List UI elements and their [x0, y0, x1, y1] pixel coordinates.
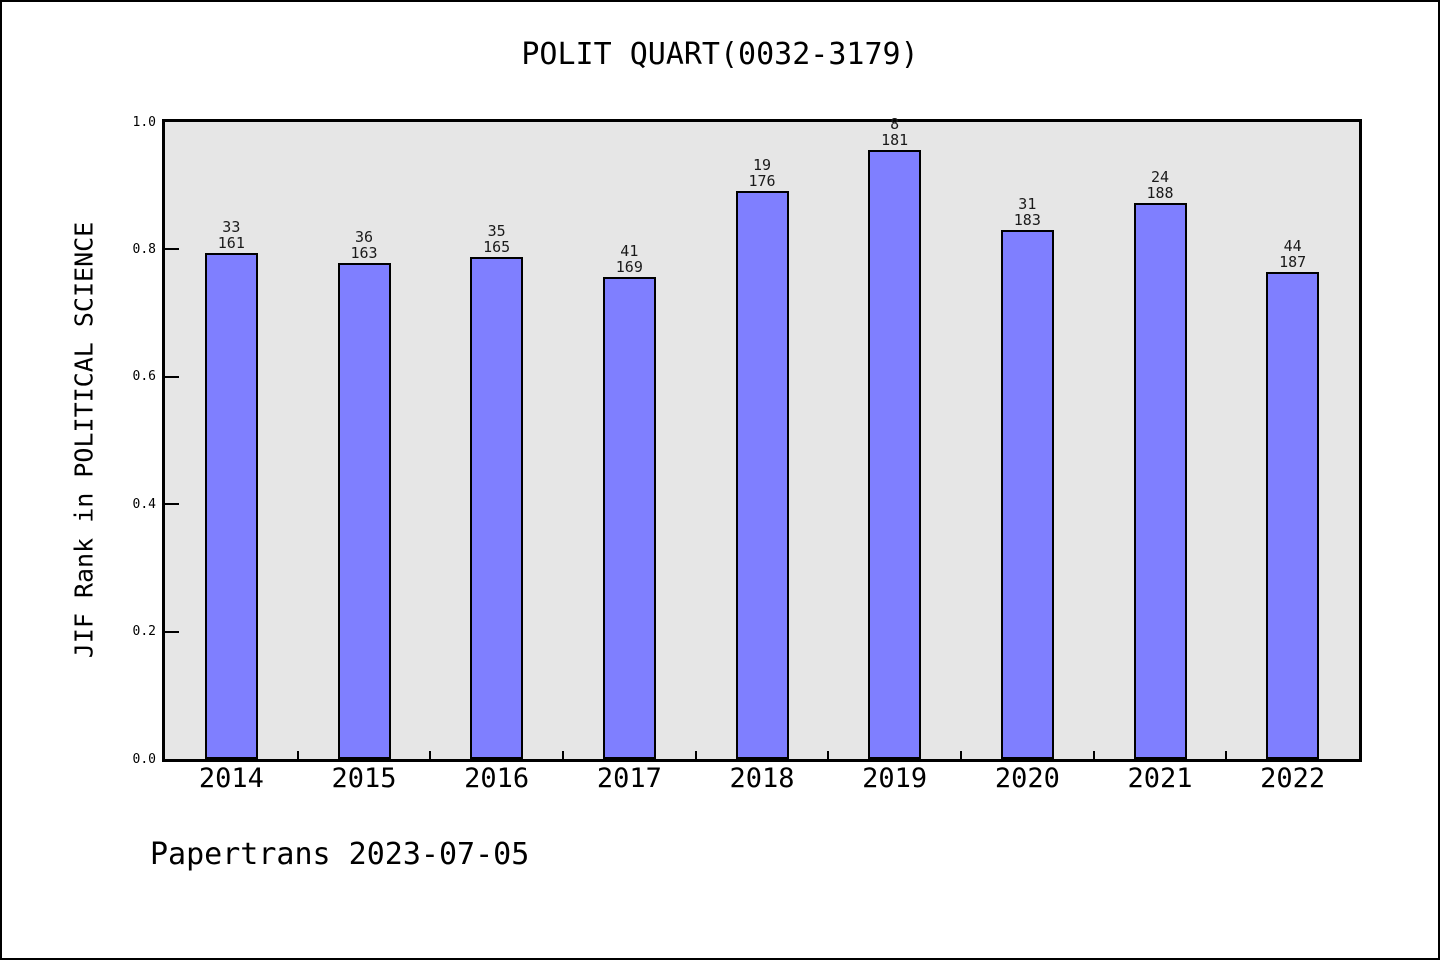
x-minor-tick	[429, 751, 432, 759]
y-axis-label: JIF Rank in POLITICAL SCIENCE	[69, 221, 99, 659]
bar-label-2022: 44 187	[1279, 236, 1307, 271]
y-tick-label-0.8: 0.8	[132, 241, 156, 257]
bar-2020	[1000, 229, 1054, 759]
x-tick-label-2019: 2019	[862, 763, 928, 794]
bar-2017	[602, 276, 656, 759]
bar-label-2021: 24 188	[1146, 168, 1174, 203]
bar-2019	[868, 150, 922, 759]
y-tick-label-1.0: 1.0	[132, 114, 156, 130]
y-tick-label-0.2: 0.2	[132, 624, 156, 640]
bar-label-2019: 8 181	[881, 115, 909, 150]
bar-2015	[337, 262, 391, 759]
x-minor-tick	[827, 751, 830, 759]
x-minor-tick	[694, 751, 697, 759]
x-tick-label-2016: 2016	[464, 763, 530, 794]
y-major-tick	[165, 503, 179, 506]
x-tick-label-2021: 2021	[1127, 763, 1193, 794]
bar-label-2016: 35 165	[483, 222, 511, 257]
x-minor-tick	[1225, 751, 1228, 759]
bar-2021	[1133, 203, 1187, 759]
x-tick-label-2014: 2014	[198, 763, 264, 794]
bar-2018	[735, 190, 789, 759]
bar-label-2018: 19 176	[748, 155, 776, 190]
bar-2022	[1266, 271, 1320, 759]
x-minor-tick	[960, 751, 962, 759]
x-minor-tick	[562, 751, 564, 759]
x-tick-label-2018: 2018	[729, 763, 795, 794]
x-minor-tick	[1092, 751, 1095, 759]
y-major-tick	[165, 630, 179, 633]
x-tick-label-2020: 2020	[994, 763, 1060, 794]
chart-title: POLIT QUART(0032-3179)	[521, 37, 919, 72]
x-minor-tick	[296, 751, 299, 759]
y-tick-label-0.4: 0.4	[132, 496, 156, 512]
bar-2014	[204, 252, 258, 759]
x-tick-label-2017: 2017	[596, 763, 662, 794]
watermark-text: Papertrans 2023-07-05	[150, 837, 530, 872]
bar-2016	[470, 257, 524, 759]
bar-label-2014: 33 161	[217, 217, 245, 252]
y-major-tick	[165, 375, 179, 378]
plot-area: 33 161 36 163 35 165 41 169 19 176 8 181 31 18…	[162, 115, 1362, 762]
bar-label-2020: 31 183	[1013, 194, 1041, 229]
x-tick-label-2022: 2022	[1260, 763, 1326, 794]
y-tick-label-0.6: 0.6	[132, 369, 156, 385]
y-major-tick	[165, 248, 179, 251]
bar-label-2017: 41 169	[615, 241, 643, 276]
bar-label-2015: 36 163	[350, 227, 378, 262]
y-tick-label-0.0: 0.0	[132, 751, 156, 767]
x-tick-label-2015: 2015	[331, 763, 397, 794]
